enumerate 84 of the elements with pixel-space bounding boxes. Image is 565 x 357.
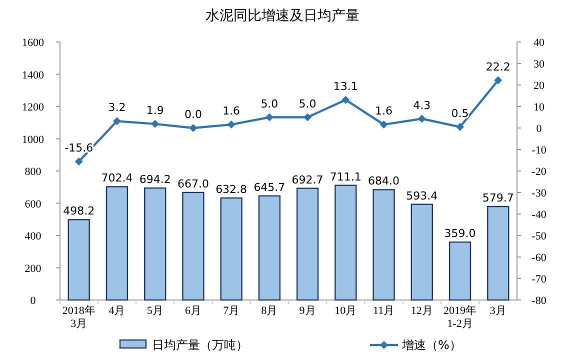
x-tick-label: 12月	[410, 305, 433, 317]
legend-label: 日均产量（万吨）	[152, 338, 248, 352]
x-tick-label: 10月	[334, 305, 357, 317]
data-label: 1.6	[375, 104, 393, 118]
data-label: 1.9	[146, 104, 164, 117]
x-tick-label: 7月	[223, 305, 240, 317]
y2-tick-label: -80	[532, 295, 547, 307]
bar	[182, 192, 204, 301]
y2-tick-label: 0	[536, 123, 542, 135]
bar	[258, 195, 281, 301]
data-label: 702.4	[101, 172, 133, 185]
y-tick-label: 400	[24, 230, 42, 242]
y2-tick-label: 30	[534, 58, 545, 70]
point	[380, 120, 388, 129]
point	[74, 158, 83, 166]
bar	[106, 186, 128, 301]
point	[112, 117, 121, 126]
y2-tick-label: -30	[532, 188, 547, 200]
data-label: 3.2	[108, 101, 126, 114]
data-label: 0.5	[451, 106, 469, 120]
point	[418, 114, 426, 123]
data-label: 359.0	[444, 227, 476, 240]
data-label: 13.1	[333, 80, 358, 93]
y2-tick-label: -60	[532, 252, 547, 264]
y2-tick-label: 40	[534, 37, 545, 49]
data-label: 711.1	[330, 170, 362, 184]
y-tick-label: 1200	[22, 102, 44, 114]
data-label: 1.6	[222, 104, 240, 118]
data-label: 692.7	[292, 173, 324, 186]
y2-tick-label: -50	[532, 230, 547, 242]
y-tick-label: 1000	[22, 134, 44, 146]
y2-tick-label: -40	[532, 209, 547, 221]
bar	[334, 184, 357, 301]
y2-tick-label: -20	[532, 166, 547, 178]
data-label: 645.7	[254, 180, 286, 194]
y2-tick-label: 10	[534, 102, 545, 114]
chart-title: 水泥同比增速及日均产量	[206, 8, 360, 24]
y2-tick-label: 20	[534, 80, 545, 92]
data-label: 22.2	[486, 60, 510, 74]
x-tick-label: 8月	[261, 305, 278, 317]
x-tick-label: 9月	[299, 305, 316, 317]
bar	[487, 206, 510, 301]
point	[189, 124, 198, 132]
x-tick-label: 2018年 3月	[62, 305, 96, 330]
bar	[68, 219, 90, 301]
bar	[372, 189, 395, 301]
data-label: 5.0	[298, 97, 316, 110]
point	[494, 76, 502, 84]
bar	[296, 188, 319, 301]
y-tick-label: 0	[30, 295, 36, 307]
point	[304, 113, 312, 122]
bar	[410, 204, 433, 301]
data-label: 667.0	[177, 177, 209, 190]
data-label: 632.8	[216, 182, 248, 196]
data-label: 4.3	[413, 98, 431, 112]
bar	[144, 187, 166, 301]
point	[151, 120, 160, 128]
bar	[220, 197, 242, 301]
legend-label: 增速（%）	[401, 338, 462, 352]
y-tick-label: 200	[24, 262, 42, 275]
bar	[448, 242, 472, 301]
data-label: 5.0	[260, 97, 278, 110]
x-tick-label: 5月	[146, 305, 164, 317]
x-tick-label: 3月	[490, 305, 506, 317]
y-tick-label: 1400	[22, 69, 44, 82]
data-label: 498.2	[63, 204, 95, 218]
x-tick-label: 4月	[108, 305, 126, 317]
data-label: 579.7	[482, 192, 514, 205]
y2-tick-label: -70	[532, 274, 547, 286]
data-label: 694.2	[139, 173, 171, 186]
y-tick-label: 600	[24, 198, 42, 210]
y2-tick-label: -10	[532, 144, 547, 156]
point	[265, 113, 274, 122]
point	[456, 122, 464, 131]
x-tick-label: 11月	[372, 305, 395, 317]
data-label: 684.0	[368, 174, 400, 188]
y-tick-label: 800	[24, 166, 42, 178]
y-tick-label: 1600	[22, 37, 44, 49]
x-tick-label: 2019年 1-2月	[444, 305, 477, 330]
point	[342, 96, 350, 104]
point	[227, 120, 236, 129]
x-tick-label: 6月	[184, 305, 202, 317]
data-label: 0.0	[184, 108, 202, 121]
data-label: 593.4	[406, 189, 438, 202]
